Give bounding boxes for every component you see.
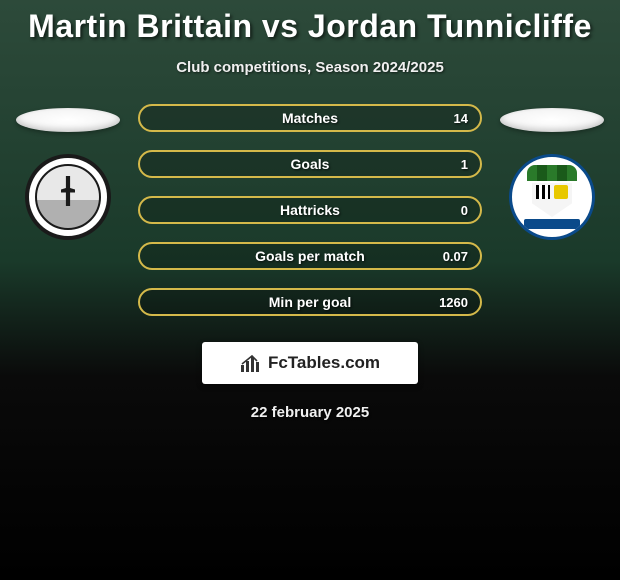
club-crest-right [509, 154, 595, 240]
player-left-platform [16, 108, 120, 132]
subtitle: Club competitions, Season 2024/2025 [0, 59, 620, 76]
stat-row-goals-per-match: Goals per match 0.07 [138, 242, 482, 270]
stat-row-matches: Matches 14 [138, 104, 482, 132]
crest-right-ribbon [524, 219, 580, 229]
stat-label: Hattricks [140, 202, 480, 218]
stat-left-value [140, 290, 164, 314]
stat-row-goals: Goals 1 [138, 150, 482, 178]
crest-right-trees [527, 165, 577, 181]
stat-label: Matches [140, 110, 480, 126]
stat-label: Goals per match [140, 248, 480, 264]
branding-badge: FcTables.com [202, 342, 418, 384]
crest-right-shield [532, 183, 572, 217]
chart-icon [240, 353, 262, 373]
comparison-main: Matches 14 Goals 1 Hattricks 0 Goals per… [0, 104, 620, 316]
club-crest-left [25, 154, 111, 240]
stat-right-value: 14 [442, 106, 480, 130]
stat-left-value [140, 244, 164, 268]
stat-right-value: 0.07 [431, 244, 480, 268]
stat-left-value [140, 152, 164, 176]
stat-row-hattricks: Hattricks 0 [138, 196, 482, 224]
player-right-platform [500, 108, 604, 132]
stat-label: Goals [140, 156, 480, 172]
stats-list: Matches 14 Goals 1 Hattricks 0 Goals per… [138, 104, 482, 316]
player-right-column [492, 104, 612, 240]
stat-right-value: 1260 [427, 290, 480, 314]
player-left-column [8, 104, 128, 240]
stat-left-value [140, 198, 164, 222]
stat-row-min-per-goal: Min per goal 1260 [138, 288, 482, 316]
stat-right-value: 0 [449, 198, 480, 222]
stat-left-value [140, 106, 164, 130]
page-title: Martin Brittain vs Jordan Tunnicliffe [0, 0, 620, 45]
stat-right-value: 1 [449, 152, 480, 176]
branding-text: FcTables.com [268, 353, 380, 373]
date-text: 22 february 2025 [0, 404, 620, 421]
